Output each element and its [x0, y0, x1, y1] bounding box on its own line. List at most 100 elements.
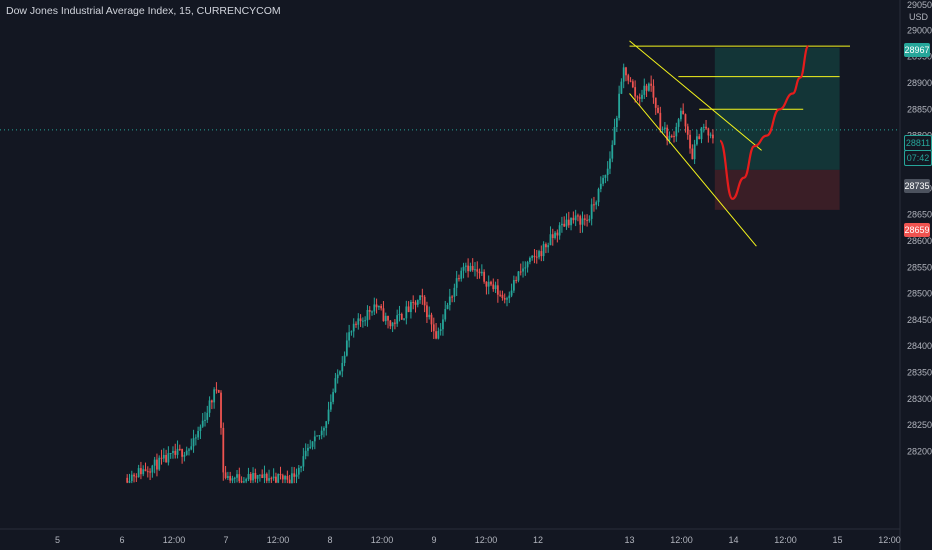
candle-body	[215, 389, 218, 391]
candle	[210, 399, 213, 410]
candle-body	[254, 473, 257, 479]
price-tick-label: 28200	[907, 447, 932, 457]
candle	[524, 261, 527, 276]
candle-body	[245, 479, 248, 482]
candle-body	[606, 168, 609, 176]
candle-body	[421, 295, 424, 297]
candle-body	[140, 468, 142, 475]
candle-body	[650, 83, 653, 86]
candle-body	[348, 332, 351, 341]
candle-body	[366, 310, 369, 321]
loss-zone	[714, 169, 840, 210]
candle-body	[238, 474, 241, 482]
candle-body	[499, 294, 502, 296]
candle	[153, 456, 156, 474]
candle-body	[291, 473, 293, 484]
candle-body	[460, 270, 463, 279]
candle	[334, 372, 337, 394]
candle	[238, 467, 241, 484]
candle	[453, 283, 456, 303]
candle-body	[510, 290, 513, 296]
candle	[396, 309, 399, 327]
candle-body	[160, 457, 163, 459]
candle-body	[519, 271, 522, 273]
candle	[329, 394, 332, 412]
candle-body	[252, 473, 254, 481]
candle	[446, 302, 449, 310]
candle-body	[403, 318, 405, 320]
candle	[204, 411, 206, 427]
candle-body	[554, 232, 556, 238]
candle	[615, 115, 618, 133]
candle-body	[128, 481, 131, 483]
candle	[485, 281, 488, 295]
candle-body	[334, 378, 337, 393]
candle	[226, 471, 229, 480]
candle	[307, 443, 309, 457]
candle-body	[595, 202, 598, 205]
candle	[371, 310, 373, 316]
candle-body	[339, 371, 341, 375]
candle	[682, 103, 685, 115]
candle-body	[181, 449, 184, 457]
candle	[501, 290, 504, 301]
candle	[151, 464, 154, 478]
candle	[471, 258, 474, 272]
candle	[167, 446, 170, 466]
candle-body	[341, 362, 344, 372]
price-tick-label-partial: 29050	[907, 0, 932, 10]
candle-body	[462, 266, 465, 271]
candle	[593, 196, 595, 212]
candle-body	[364, 320, 367, 322]
candle	[586, 214, 588, 227]
candle	[506, 296, 508, 307]
candle-body	[698, 136, 701, 140]
candle	[538, 249, 540, 260]
candle-body	[634, 87, 637, 97]
candle	[599, 176, 602, 193]
candle	[483, 269, 486, 284]
candle	[460, 267, 463, 282]
candle-body	[316, 435, 319, 437]
candle-body	[318, 435, 321, 437]
candle-body	[375, 304, 378, 308]
candle-body	[455, 278, 458, 288]
candle	[423, 295, 426, 313]
candle	[156, 453, 158, 477]
candle	[535, 250, 538, 264]
candle-body	[256, 475, 259, 479]
candle-body	[533, 255, 536, 257]
candle-body	[377, 305, 380, 308]
candle-body	[313, 436, 316, 442]
candle	[421, 288, 424, 305]
candle	[606, 161, 609, 182]
candle	[380, 304, 383, 311]
candle	[252, 467, 254, 484]
candle-body	[144, 469, 147, 472]
candle	[284, 474, 286, 484]
candle	[700, 127, 703, 144]
candle-body	[201, 420, 204, 427]
candle	[309, 439, 312, 450]
candle	[503, 293, 506, 304]
candle-body	[240, 481, 243, 483]
candle-body	[373, 304, 376, 312]
candle	[657, 104, 659, 114]
candle-body	[613, 127, 616, 145]
candle	[510, 283, 513, 298]
candle-body	[359, 318, 362, 322]
candle-body	[677, 119, 680, 127]
candle-body	[286, 476, 289, 480]
candle-body	[293, 473, 296, 477]
candle-body	[259, 474, 261, 476]
candle	[293, 467, 296, 484]
candle	[565, 213, 568, 230]
candle	[169, 452, 172, 459]
profit-zone	[714, 47, 840, 170]
candle-body	[311, 441, 314, 447]
candle	[428, 306, 431, 320]
candle-body	[231, 478, 234, 481]
candle	[146, 466, 149, 478]
price-tick-label: 28400	[907, 341, 932, 351]
